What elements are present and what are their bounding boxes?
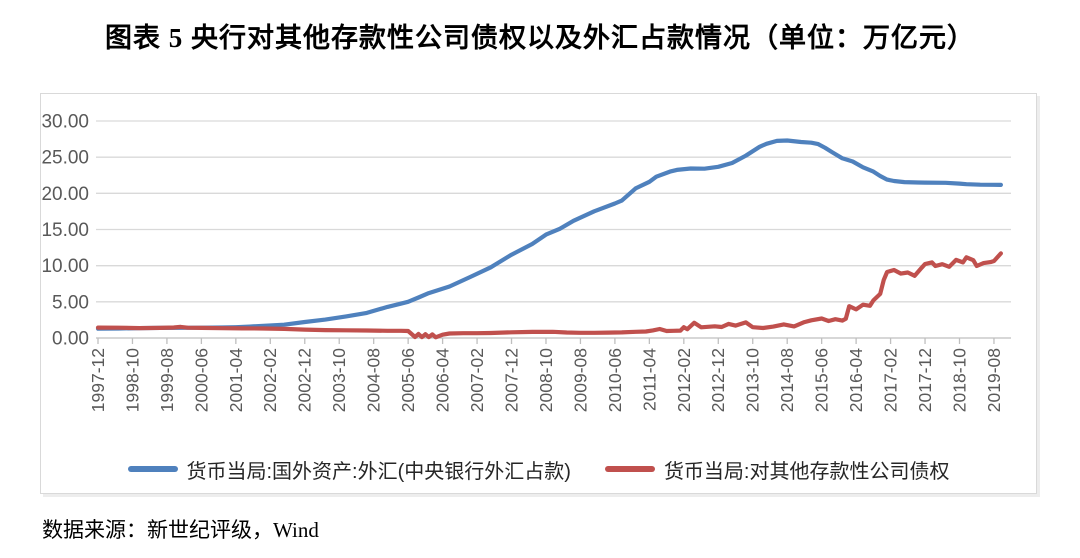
svg-text:2009-08: 2009-08: [570, 348, 590, 412]
svg-text:2007-12: 2007-12: [501, 348, 521, 412]
series-line-fx-holdings: [95, 138, 1004, 331]
data-source: 数据来源：新世纪评级，Wind: [42, 518, 319, 542]
svg-text:1999-08: 1999-08: [157, 348, 177, 412]
svg-text:2010-06: 2010-06: [605, 348, 625, 412]
x-axis-labels: 1997-12 1998-10 1999-08 2000-06 2001-04 2002-…: [88, 348, 1004, 412]
svg-text:2001-04: 2001-04: [226, 348, 246, 412]
legend-item-fx: 货币当局:国外资产:外汇(中央银行外汇占款): [127, 455, 571, 484]
chart-legend: 货币当局:国外资产:外汇(中央银行外汇占款) 货币当局:对其他存款性公司债权: [41, 452, 1036, 486]
svg-text:15.00: 15.00: [41, 220, 89, 241]
chart-title: 图表 5 央行对其他存款性公司债权以及外汇占款情况（单位：万亿元）: [105, 23, 975, 53]
series-line-claims-on-odc: [95, 251, 1004, 340]
svg-text:0.00: 0.00: [52, 328, 89, 349]
legend-label-claims: 货币当局:对其他存款性公司债权: [663, 460, 950, 483]
svg-text:2007-02: 2007-02: [467, 348, 487, 412]
svg-text:2017-12: 2017-12: [915, 348, 935, 412]
svg-text:2011-04: 2011-04: [639, 348, 659, 411]
svg-text:2014-08: 2014-08: [777, 348, 797, 412]
svg-text:2016-04: 2016-04: [846, 348, 866, 412]
svg-text:2015-06: 2015-06: [812, 348, 832, 412]
svg-text:1997-12: 1997-12: [88, 348, 108, 412]
chart-card: 30.00 25.00 20.00 15.00 10.00 5.00 0.00 1997-12…: [40, 93, 1037, 494]
svg-text:1998-10: 1998-10: [122, 348, 142, 412]
svg-text:2018-10: 2018-10: [949, 348, 969, 412]
y-axis-labels: 30.00 25.00 20.00 15.00 10.00 5.00 0.00: [41, 111, 89, 349]
svg-text:2004-08: 2004-08: [364, 348, 384, 412]
legend-line-swatch-blue: [127, 466, 178, 472]
svg-text:2012-02: 2012-02: [674, 348, 694, 412]
svg-text:2012-12: 2012-12: [708, 348, 728, 412]
legend-line-swatch-red: [604, 466, 655, 472]
svg-text:5.00: 5.00: [52, 292, 89, 313]
svg-text:25.00: 25.00: [41, 148, 89, 169]
svg-text:2002-12: 2002-12: [295, 348, 315, 412]
svg-text:2019-08: 2019-08: [984, 348, 1004, 412]
svg-text:2017-02: 2017-02: [881, 348, 901, 412]
svg-text:2000-06: 2000-06: [191, 348, 211, 412]
gridlines: [96, 120, 1011, 339]
svg-text:2006-04: 2006-04: [433, 348, 453, 412]
svg-text:10.00: 10.00: [41, 256, 89, 277]
svg-text:2003-10: 2003-10: [329, 348, 349, 412]
svg-text:2013-10: 2013-10: [743, 348, 763, 412]
legend-label-fx: 货币当局:国外资产:外汇(中央银行外汇占款): [186, 460, 571, 483]
svg-text:2002-02: 2002-02: [260, 348, 280, 412]
svg-text:2005-06: 2005-06: [398, 348, 418, 412]
svg-text:2008-10: 2008-10: [536, 348, 556, 412]
x-axis-ticks: [97, 338, 995, 344]
svg-text:30.00: 30.00: [41, 111, 89, 132]
legend-item-claims: 货币当局:对其他存款性公司债权: [604, 455, 950, 484]
line-chart: 30.00 25.00 20.00 15.00 10.00 5.00 0.001997-12…: [41, 111, 1011, 412]
svg-text:20.00: 20.00: [41, 184, 89, 205]
